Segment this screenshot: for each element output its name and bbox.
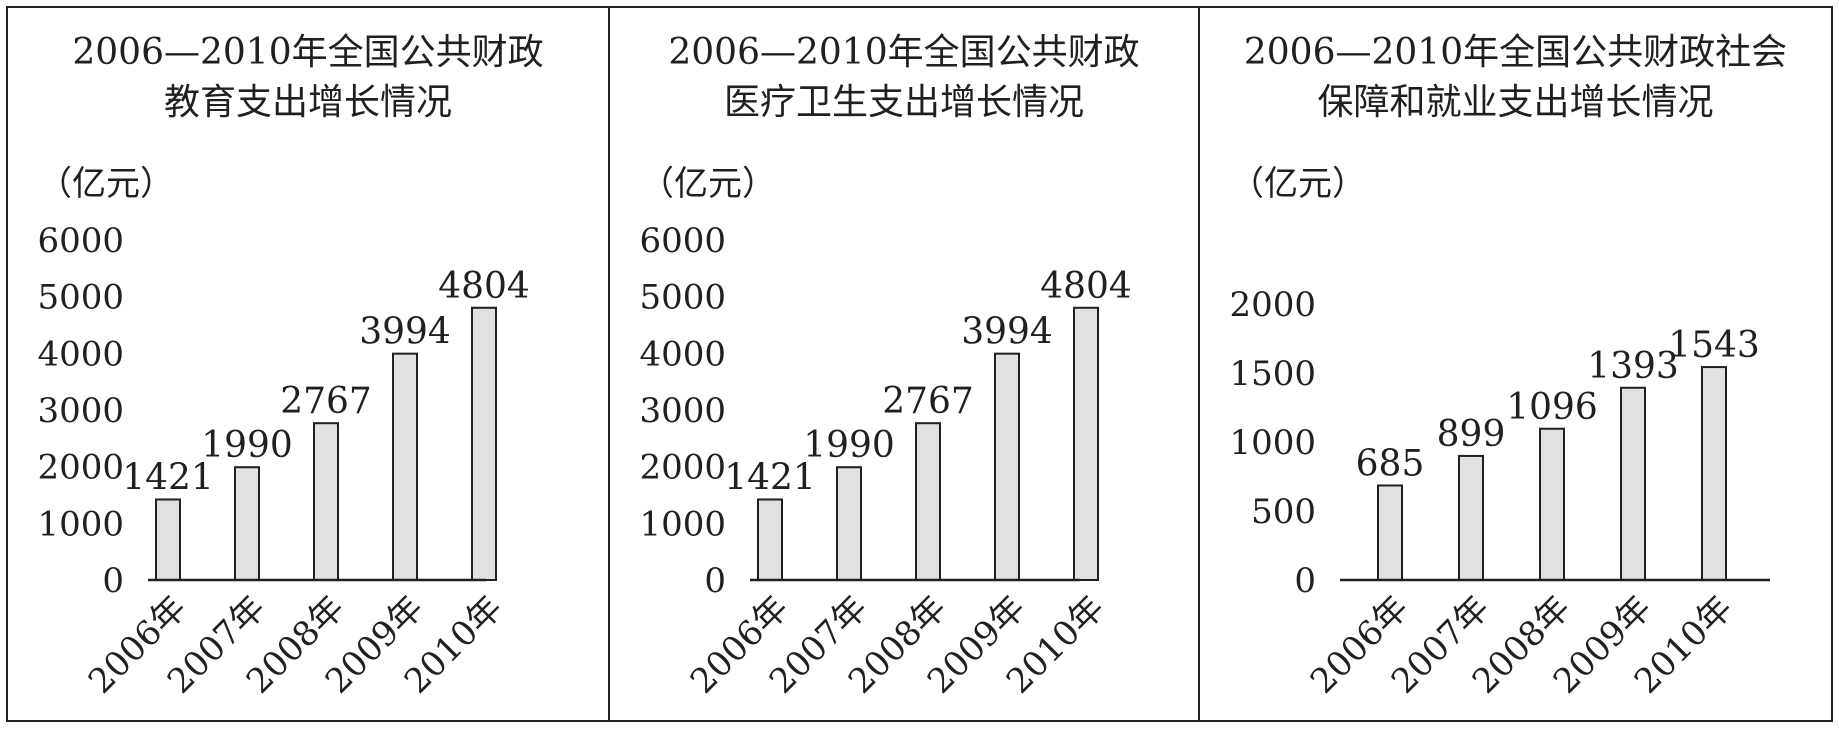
data-label: 4804 bbox=[1040, 266, 1132, 307]
y-tick-label: 2000 bbox=[37, 448, 124, 488]
data-label: 1096 bbox=[1506, 387, 1598, 428]
y-tick-label: 1000 bbox=[37, 504, 124, 544]
chart-title: 2006—2010年全国公共财政社会 保障和就业支出增长情况 bbox=[1200, 28, 1831, 128]
data-label: 1543 bbox=[1668, 325, 1760, 366]
bar bbox=[471, 306, 497, 581]
bar bbox=[1458, 454, 1484, 581]
chart-title-line-1: 2006—2010年全国公共财政 bbox=[668, 32, 1140, 73]
y-tick-label: 0 bbox=[102, 561, 124, 601]
bar bbox=[915, 422, 941, 581]
chart-panel-education: 2006—2010年全国公共财政 教育支出增长情况 （亿元） 0 1000 2000… bbox=[6, 6, 610, 722]
y-tick-label: 4000 bbox=[37, 334, 124, 374]
data-label: 3994 bbox=[359, 312, 451, 353]
chart-plot: 010002000300040005000600014212006年199020… bbox=[639, 221, 1132, 702]
y-axis-unit-label: （亿元） bbox=[1230, 164, 1366, 204]
bar bbox=[234, 466, 260, 582]
data-label: 1421 bbox=[724, 457, 816, 498]
bar bbox=[994, 352, 1020, 581]
bar bbox=[392, 352, 418, 581]
y-axis-unit-label: （亿元） bbox=[640, 164, 776, 204]
y-tick-label: 1500 bbox=[1229, 354, 1316, 394]
y-tick-label: 6000 bbox=[37, 221, 124, 261]
y-tick-label: 3000 bbox=[37, 391, 124, 431]
data-label: 1990 bbox=[803, 425, 895, 466]
data-label: 4804 bbox=[438, 266, 530, 307]
data-label: 1990 bbox=[201, 425, 293, 466]
chart-plot: 010002000300040005000600014212006年199020… bbox=[37, 221, 530, 702]
data-label: 685 bbox=[1356, 443, 1425, 484]
y-tick-label: 5000 bbox=[37, 278, 124, 318]
bar bbox=[757, 498, 783, 581]
data-label: 1421 bbox=[122, 457, 214, 498]
data-label: 3994 bbox=[961, 312, 1053, 353]
bar bbox=[1539, 427, 1565, 582]
chart-title-line-2: 教育支出增长情况 bbox=[163, 82, 452, 123]
y-tick-label: 1000 bbox=[1229, 423, 1316, 463]
y-axis-unit-label: （亿元） bbox=[38, 164, 174, 204]
data-label: 899 bbox=[1437, 414, 1506, 455]
chart-panel-healthcare: 2006—2010年全国公共财政 医疗卫生支出增长情况 （亿元） 0 1000 20… bbox=[608, 6, 1200, 722]
chart-title-line-1: 2006—2010年全国公共财政社会 bbox=[1243, 32, 1788, 73]
chart-panel-social-security: 2006—2010年全国公共财政社会 保障和就业支出增长情况 （亿元） 0 500… bbox=[1198, 6, 1833, 722]
data-label: 2767 bbox=[280, 381, 372, 422]
y-tick-label: 4000 bbox=[639, 334, 726, 374]
y-tick-label: 6000 bbox=[639, 221, 726, 261]
chart-title: 2006—2010年全国公共财政 教育支出增长情况 bbox=[8, 28, 608, 128]
chart-plot: 05001000150020006852006年8992007年10962008… bbox=[1229, 285, 1770, 702]
data-label: 2767 bbox=[882, 381, 974, 422]
y-tick-label: 2000 bbox=[1229, 285, 1316, 325]
chart-title: 2006—2010年全国公共财政 医疗卫生支出增长情况 bbox=[610, 28, 1198, 128]
chart-title-line-2: 医疗卫生支出增长情况 bbox=[723, 82, 1084, 123]
y-tick-label: 1000 bbox=[639, 504, 726, 544]
bar bbox=[1620, 386, 1646, 581]
bar bbox=[836, 466, 862, 582]
bar bbox=[1073, 306, 1099, 581]
data-label: 1393 bbox=[1587, 346, 1679, 387]
bar bbox=[155, 498, 181, 581]
bar bbox=[1701, 366, 1727, 582]
chart-title-line-2: 保障和就业支出增长情况 bbox=[1317, 82, 1714, 123]
y-tick-label: 0 bbox=[704, 561, 726, 601]
y-tick-label: 500 bbox=[1251, 492, 1316, 532]
chart-title-line-1: 2006—2010年全国公共财政 bbox=[72, 32, 544, 73]
y-tick-label: 5000 bbox=[639, 278, 726, 318]
y-tick-label: 2000 bbox=[639, 448, 726, 488]
bar bbox=[1377, 484, 1403, 581]
y-tick-label: 3000 bbox=[639, 391, 726, 431]
y-tick-label: 0 bbox=[1294, 561, 1316, 601]
bar bbox=[313, 422, 339, 581]
